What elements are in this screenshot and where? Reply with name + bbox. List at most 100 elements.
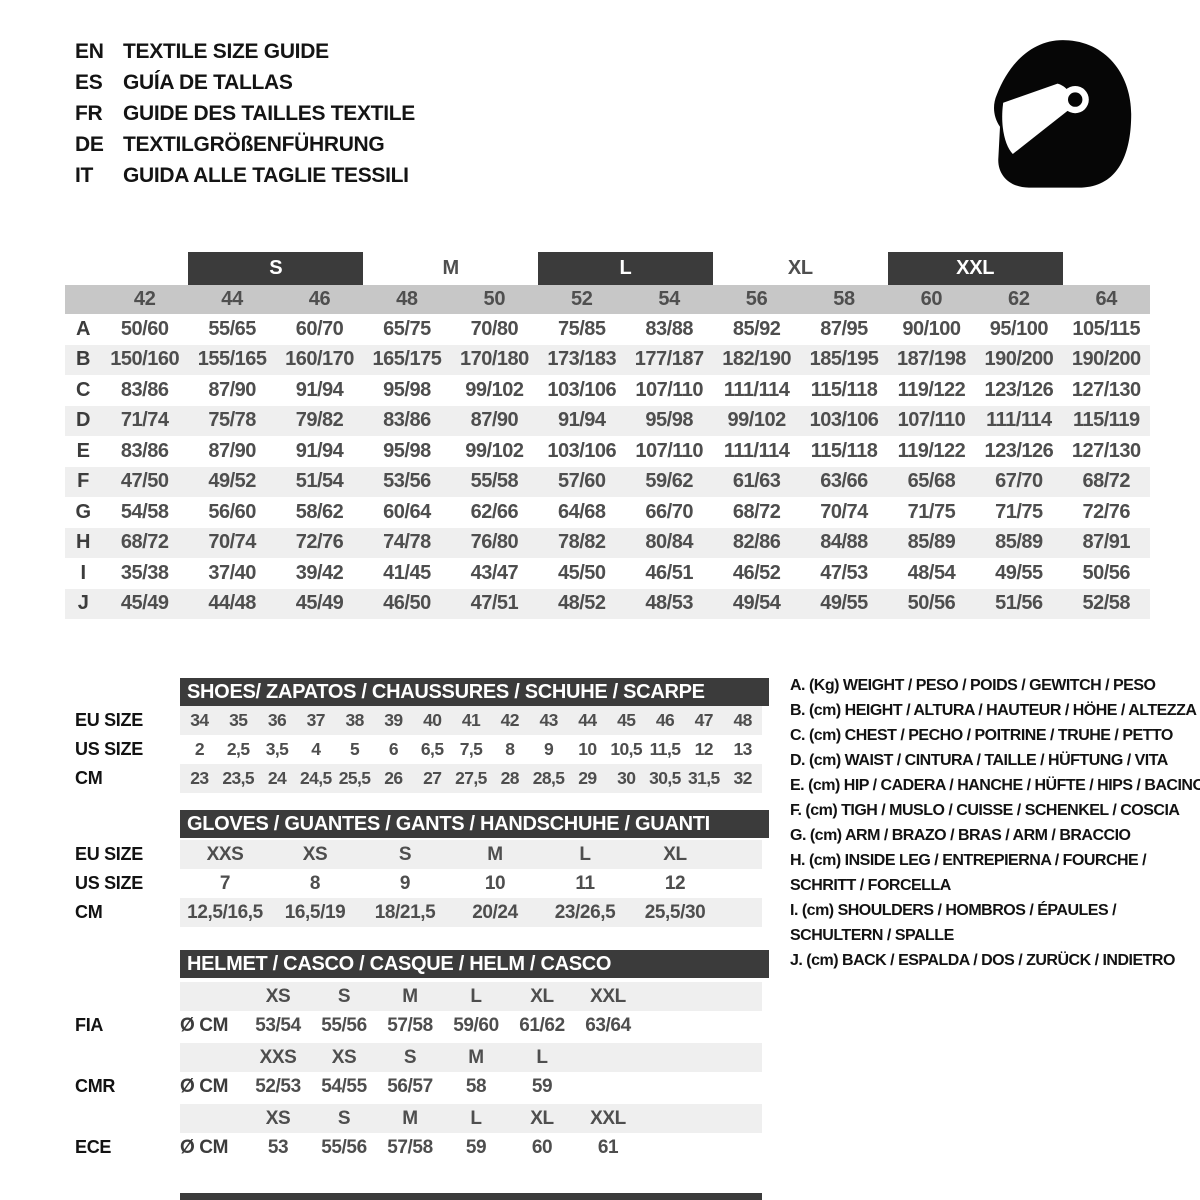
value-cell: 49/52 (208, 470, 256, 493)
language-title-list: EN TEXTILE SIZE GUIDE ES GUÍA DE TALLAS FR GU… (75, 40, 415, 188)
value-cell: XS (302, 843, 328, 865)
value-cell: 6 (388, 739, 399, 759)
value-cell: 9 (399, 872, 411, 894)
language-title: GUÍA DE TALLAS (123, 71, 293, 94)
diameter-unit-label: Ø CM (180, 1014, 229, 1036)
value-cell: 12,5/16,5 (187, 901, 263, 923)
value-cell: 48/52 (558, 592, 606, 615)
value-cell: 59/62 (645, 470, 693, 493)
size-label: S (337, 1107, 351, 1129)
measurement-row-F: F 47/50 49/52 51/54 53/56 55/58 57/60 59/62 61/6… (65, 466, 1150, 497)
legend-entry: A. (Kg) WEIGHT / PESO / POIDS / GEWITCH … (790, 677, 1156, 694)
value-cell: 70/74 (208, 531, 256, 554)
size-label: XXL (590, 1107, 626, 1129)
row-letter: G (75, 500, 91, 523)
language-title: TEXTILE SIZE GUIDE (123, 40, 329, 63)
value-cell: 76/80 (470, 531, 519, 554)
value-cell: 61 (597, 1136, 619, 1158)
value-cell: 11,5 (649, 739, 681, 759)
cmr-values-row: Ø CM 52/53 54/55 56/57 58 59 (180, 1072, 762, 1101)
measurement-row-A: A 50/60 55/65 60/70 65/75 70/80 75/85 83/88 85/9… (65, 314, 1150, 345)
racing-helmet-icon (976, 33, 1136, 195)
size-group-l: L (538, 252, 713, 285)
value-cell: 39/42 (295, 561, 344, 584)
value-cell: 83/86 (120, 378, 169, 401)
size-number: 56 (745, 288, 768, 310)
value-cell: 62/66 (470, 500, 519, 523)
cropped-next-section-bar (180, 1193, 762, 1200)
value-cell: 25,5 (338, 768, 371, 788)
value-cell: 71/75 (995, 500, 1043, 523)
ece-sizes-row: XS S M L XL XXL (180, 1104, 762, 1133)
value-cell: 71/74 (120, 409, 169, 432)
value-cell: 49/55 (995, 561, 1043, 584)
value-cell: 57/60 (558, 470, 606, 493)
value-cell: 83/88 (645, 317, 693, 340)
legend-entry: I. (cm) SHOULDERS / HOMBROS / ÉPAULES / … (790, 902, 1117, 944)
legend-entry: H. (cm) INSIDE LEG / ENTREPIERNA / FOURC… (790, 852, 1147, 894)
value-cell: 54/55 (321, 1075, 367, 1097)
size-label: M (468, 1046, 484, 1068)
value-cell: 41/45 (383, 561, 431, 584)
value-cell: 111/114 (723, 439, 790, 462)
legend-entry: D. (cm) WAIST / CINTURA / TAILLE / HÜFTU… (790, 752, 1168, 769)
fia-sizes-row: XS S M L XL XXL (180, 982, 762, 1011)
size-number: 58 (833, 288, 855, 310)
measurement-row-B: B 150/160 155/165 160/170 165/175 170/180 173/… (65, 344, 1150, 375)
measurement-legend: A. (Kg) WEIGHT / PESO / POIDS / GEWITCH … (790, 673, 1200, 973)
value-cell: 67/70 (995, 470, 1043, 493)
value-cell: 103/106 (547, 378, 617, 401)
value-cell: 43/47 (470, 561, 519, 584)
value-cell: 34 (190, 710, 209, 730)
value-cell: 7,5 (459, 739, 483, 759)
row-letter: C (76, 378, 90, 401)
value-cell: 65/68 (907, 470, 956, 493)
value-cell: 54/58 (120, 500, 169, 523)
legend-entry: B. (cm) HEIGHT / ALTURA / HAUTEUR / HÖHE… (790, 702, 1197, 719)
value-cell: 119/122 (897, 439, 966, 462)
value-cell: 29 (578, 768, 597, 788)
size-number: 42 (133, 288, 156, 310)
value-cell: 87/95 (820, 317, 868, 340)
ece-standard-label: ECE (75, 1137, 112, 1157)
shoes-section-title: SHOES/ ZAPATOS / CHAUSSURES / SCHUHE / S… (187, 680, 705, 703)
size-label: M (402, 1107, 418, 1129)
shoes-eu-row: 34 35 36 37 38 39 40 41 42 43 44 45 46 47 48 (180, 706, 762, 735)
row-letter: E (76, 439, 90, 462)
size-label: L (470, 985, 482, 1007)
value-cell: 127/130 (1071, 439, 1141, 462)
value-cell: 6,5 (420, 739, 444, 759)
value-cell: 91/94 (295, 439, 344, 462)
measurement-row-H: H 68/72 70/74 72/76 74/78 76/80 78/82 80/84 82/8… (65, 527, 1150, 558)
helmet-section-header: HELMET / CASCO / CASQUE / HELM / CASCO (180, 950, 769, 978)
helmet-section-title: HELMET / CASCO / CASQUE / HELM / CASCO (187, 952, 612, 975)
value-cell: 150/160 (110, 348, 180, 371)
value-cell: L (579, 843, 591, 865)
value-cell: 46/50 (383, 592, 431, 615)
value-cell: 16,5/19 (284, 901, 346, 923)
value-cell: 79/82 (295, 409, 344, 432)
value-cell: 83/86 (383, 409, 431, 432)
size-number: 64 (1095, 288, 1118, 310)
value-cell: 78/82 (558, 531, 606, 554)
value-cell: 123/126 (984, 439, 1054, 462)
row-letter: H (76, 531, 90, 554)
value-cell: 36 (267, 710, 287, 730)
language-code: ES (75, 71, 103, 94)
value-cell: 3,5 (265, 739, 289, 759)
value-cell: 35 (229, 710, 248, 730)
size-group-s: S (188, 252, 364, 285)
value-cell: 50/56 (907, 592, 956, 615)
value-cell: 99/102 (727, 409, 787, 432)
value-cell: 48/54 (907, 561, 956, 584)
value-cell: 35/38 (120, 561, 169, 584)
measurement-row-E: E 83/86 87/90 91/94 95/98 99/102 103/106 107/11… (65, 436, 1150, 467)
value-cell: 107/110 (635, 439, 704, 462)
value-cell: 64/68 (558, 500, 606, 523)
language-code: EN (75, 40, 104, 63)
value-cell: 107/110 (897, 409, 966, 432)
row-letter: F (77, 470, 89, 493)
value-cell: 85/89 (995, 531, 1043, 554)
value-cell: 8 (505, 739, 515, 759)
